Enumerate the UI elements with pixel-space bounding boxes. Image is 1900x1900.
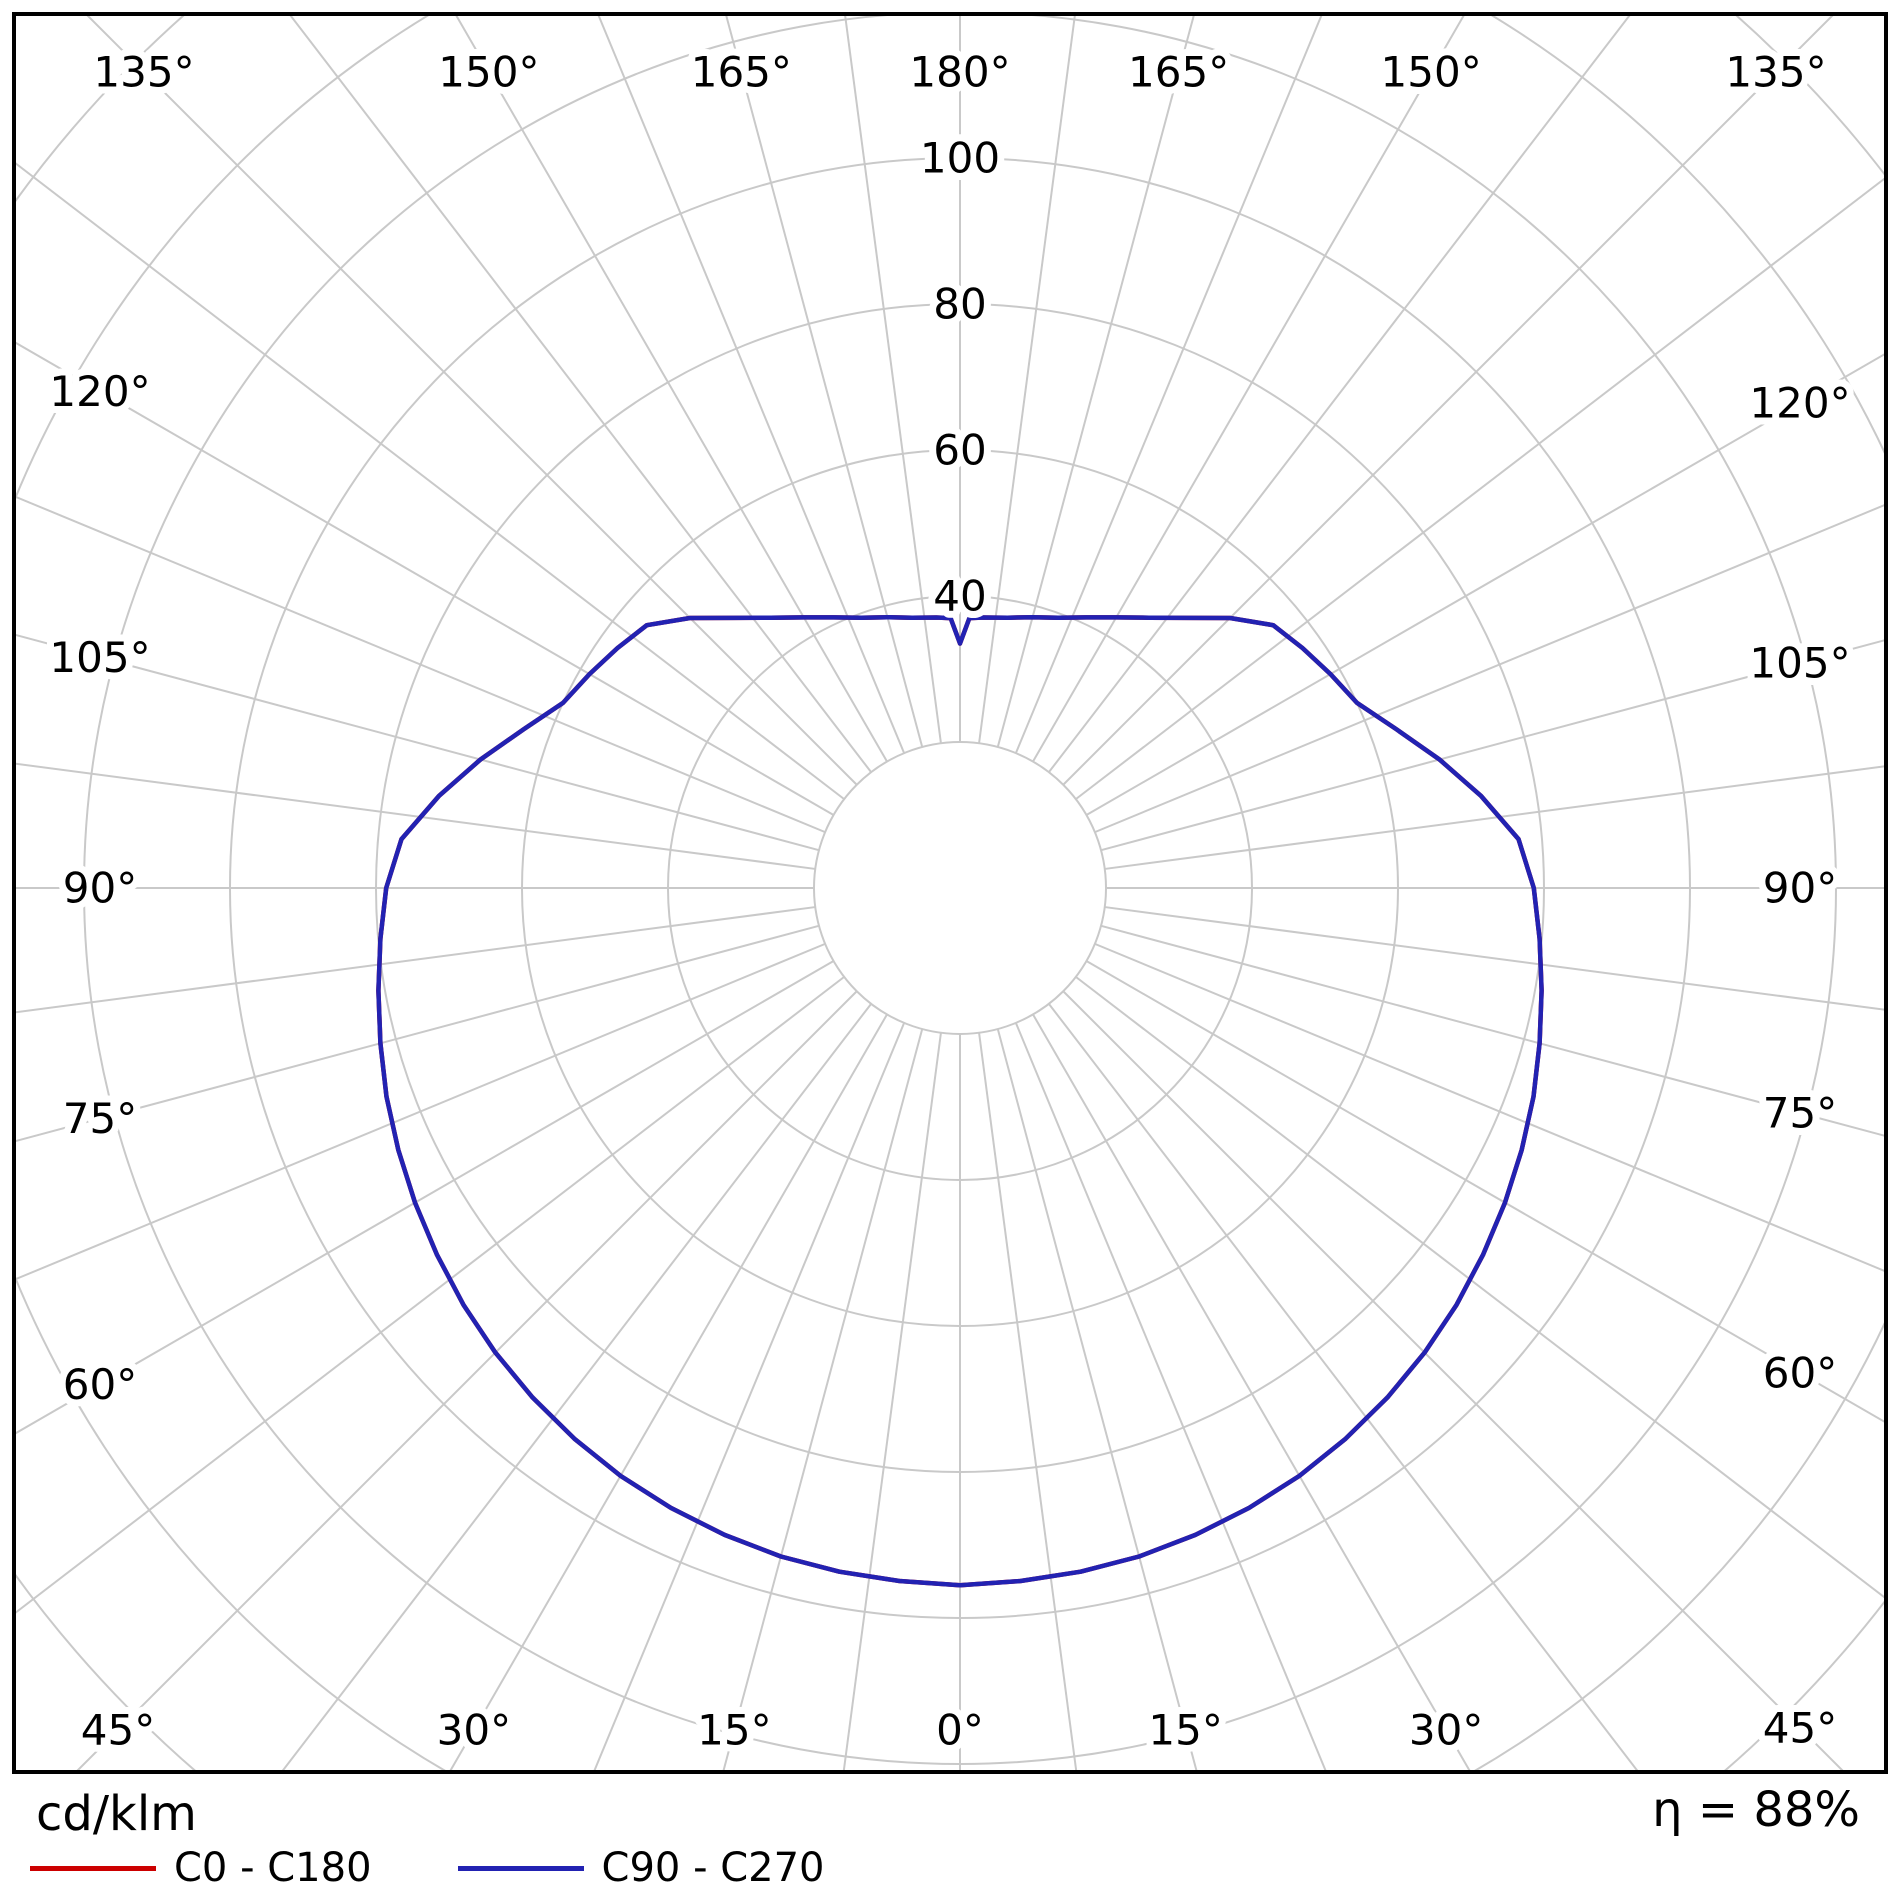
grid-spoke bbox=[1104, 906, 1886, 1011]
angle-label: 135° bbox=[93, 48, 194, 97]
legend-label-c90-c270: C90 - C270 bbox=[601, 1845, 825, 1891]
angle-label: 150° bbox=[1381, 48, 1482, 97]
angle-label: 135° bbox=[1725, 48, 1826, 97]
grid-spoke bbox=[592, 1022, 906, 1772]
grid-spoke bbox=[14, 924, 820, 1143]
efficiency-label: η = 88% bbox=[1652, 1782, 1860, 1838]
angle-label: 165° bbox=[1128, 48, 1229, 97]
angle-label: 150° bbox=[438, 48, 539, 97]
grid-spoke bbox=[843, 14, 942, 744]
grid-spoke bbox=[1094, 942, 1886, 1273]
angle-label: 120° bbox=[1749, 379, 1850, 428]
c0-c180-line-swatch bbox=[30, 1865, 156, 1871]
angle-label: 0° bbox=[936, 1706, 984, 1755]
grid-spoke bbox=[280, 1003, 872, 1772]
angle-label: 30° bbox=[437, 1706, 511, 1755]
grid-spoke bbox=[722, 1028, 924, 1772]
grid-spoke bbox=[1094, 503, 1886, 834]
grid-spoke bbox=[84, 14, 858, 786]
angle-label: 90° bbox=[1763, 864, 1837, 913]
radial-tick-label: 100 bbox=[920, 134, 1000, 183]
grid-spoke bbox=[1062, 990, 1846, 1772]
grid-spoke bbox=[14, 762, 816, 870]
angle-label: 180° bbox=[909, 48, 1010, 97]
legend: C0 - C180 C90 - C270 bbox=[30, 1846, 911, 1890]
grid-spoke bbox=[978, 1032, 1078, 1772]
legend-item-c90-c270: C90 - C270 bbox=[457, 1845, 825, 1891]
grid-spoke bbox=[14, 976, 845, 1616]
grid-spoke bbox=[1085, 960, 1886, 1424]
grid-spoke bbox=[1014, 14, 1324, 754]
grid-spoke bbox=[1100, 638, 1886, 852]
legend-label-c0-c180: C0 - C180 bbox=[174, 1845, 372, 1891]
radial-tick-label: 40 bbox=[933, 572, 986, 621]
angle-label: 30° bbox=[1409, 1706, 1483, 1755]
angle-label: 105° bbox=[49, 633, 150, 682]
angle-label: 105° bbox=[1749, 638, 1850, 687]
grid-spoke bbox=[1048, 14, 1632, 773]
grid-spoke bbox=[1032, 1013, 1472, 1772]
grid-spoke bbox=[74, 990, 858, 1772]
angle-label: 165° bbox=[691, 48, 792, 97]
grid-spoke bbox=[1032, 14, 1466, 763]
grid-spoke bbox=[996, 1028, 1198, 1772]
grid-spoke bbox=[1085, 352, 1886, 816]
grid-spoke bbox=[1104, 765, 1886, 870]
angle-label: 60° bbox=[1763, 1348, 1837, 1397]
grid-spoke bbox=[842, 1032, 942, 1772]
grid-spoke bbox=[448, 1013, 888, 1772]
grid-spoke bbox=[596, 14, 906, 754]
grid-spoke bbox=[978, 14, 1077, 744]
angle-label: 45° bbox=[81, 1706, 155, 1755]
grid-spoke bbox=[1075, 976, 1886, 1600]
grid-spoke bbox=[14, 906, 816, 1014]
grid-spoke bbox=[1100, 924, 1886, 1138]
grid-spoke bbox=[724, 14, 924, 748]
grid-spoke bbox=[14, 160, 845, 800]
curve-c90-c270 bbox=[376, 614, 1544, 1588]
grid-spoke bbox=[1062, 14, 1836, 786]
angle-label: 75° bbox=[1763, 1089, 1837, 1138]
legend-item-c0-c180: C0 - C180 bbox=[30, 1846, 372, 1890]
grid-spoke bbox=[14, 633, 820, 852]
radial-tick-label: 80 bbox=[933, 280, 986, 329]
angle-label: 75° bbox=[63, 1094, 137, 1143]
grid-ring bbox=[813, 741, 1107, 1035]
radial-tick-label: 60 bbox=[933, 426, 986, 475]
c90-c270-line-swatch bbox=[457, 1865, 584, 1871]
grid-spoke bbox=[454, 14, 888, 763]
grid-spoke bbox=[996, 14, 1196, 748]
angle-label: 15° bbox=[697, 1706, 771, 1755]
angle-label: 90° bbox=[63, 864, 137, 913]
angle-label: 45° bbox=[1763, 1704, 1837, 1753]
grid-spoke bbox=[1014, 1022, 1328, 1772]
angle-label: 15° bbox=[1148, 1706, 1222, 1755]
unit-label: cd/klm bbox=[36, 1786, 197, 1842]
chart-border bbox=[12, 12, 1888, 1774]
grid-spoke bbox=[1048, 1003, 1640, 1772]
grid-spoke bbox=[1075, 176, 1886, 800]
grid-spoke bbox=[14, 340, 835, 816]
grid-spoke bbox=[14, 960, 835, 1436]
grid-spoke bbox=[14, 942, 826, 1281]
grid-spoke bbox=[14, 495, 826, 834]
angle-label: 120° bbox=[49, 367, 150, 416]
grid-spoke bbox=[288, 14, 872, 773]
angle-label: 60° bbox=[63, 1360, 137, 1409]
